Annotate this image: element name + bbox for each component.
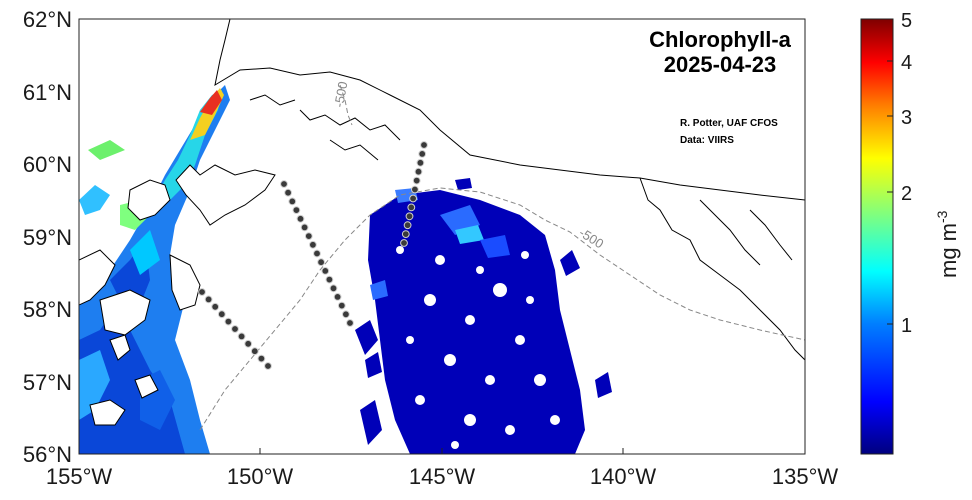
map-title: Chlorophyll-a bbox=[649, 27, 792, 52]
longitude-axis: 155°W 150°W 145°W 140°W 135°W bbox=[46, 448, 839, 489]
station-marker bbox=[257, 354, 266, 363]
station-marker bbox=[333, 293, 342, 301]
station-marker bbox=[280, 180, 288, 188]
colorbar-tick-label: 4 bbox=[901, 52, 912, 74]
credit-author: R. Potter, UAF CFOS bbox=[680, 118, 778, 129]
colorbar-tick-label: 5 bbox=[901, 10, 912, 32]
isobath-500 bbox=[199, 84, 805, 431]
station-lines bbox=[198, 141, 428, 370]
station-marker bbox=[407, 203, 416, 212]
station-marker bbox=[414, 167, 423, 176]
station-marker bbox=[211, 302, 220, 311]
station-marker bbox=[304, 232, 313, 241]
lat-tick-label: 56°N bbox=[23, 442, 72, 467]
station-marker bbox=[284, 188, 293, 197]
lat-tick-label: 57°N bbox=[23, 370, 72, 395]
station-marker bbox=[412, 176, 421, 185]
station-marker bbox=[296, 214, 305, 223]
station-marker bbox=[204, 295, 213, 304]
coastline-detail bbox=[249, 94, 805, 361]
station-marker bbox=[313, 249, 321, 258]
station-marker bbox=[405, 212, 414, 221]
colorbar-axis-label: mg m-3 bbox=[934, 210, 961, 278]
lat-tick-label: 60°N bbox=[23, 152, 72, 177]
station-marker bbox=[325, 275, 334, 284]
station-marker bbox=[342, 310, 350, 319]
station-marker bbox=[403, 221, 412, 230]
station-marker bbox=[292, 206, 301, 215]
cloud-gaps bbox=[396, 246, 560, 449]
station-marker bbox=[224, 317, 233, 326]
station-marker bbox=[346, 319, 354, 327]
colorbar-unit-exponent: -3 bbox=[934, 210, 950, 223]
station-marker bbox=[244, 339, 253, 348]
colorbar-tick-label: 1 bbox=[901, 315, 912, 337]
station-marker bbox=[420, 141, 428, 149]
lon-tick-label: 140°W bbox=[590, 464, 657, 489]
svg-text:mg m-3: mg m-3 bbox=[934, 210, 961, 278]
station-marker bbox=[409, 194, 418, 203]
station-marker bbox=[337, 301, 346, 310]
station-marker bbox=[416, 158, 425, 167]
station-marker bbox=[317, 258, 326, 267]
isobath-label-north: -500 bbox=[331, 80, 350, 108]
station-marker bbox=[198, 288, 206, 296]
lon-tick-label: 145°W bbox=[409, 464, 476, 489]
chlorophyll-field-offshore bbox=[355, 178, 612, 454]
station-marker bbox=[309, 240, 317, 249]
lon-tick-label: 155°W bbox=[46, 464, 113, 489]
lat-tick-label: 58°N bbox=[23, 297, 72, 322]
station-marker bbox=[217, 310, 226, 319]
chlorophyll-offshore-highlights bbox=[370, 188, 510, 300]
station-marker bbox=[400, 239, 408, 247]
colorbar-tick-label: 2 bbox=[901, 183, 912, 205]
map-date: 2025-04-23 bbox=[664, 52, 777, 77]
station-marker bbox=[264, 362, 272, 370]
station-marker bbox=[411, 185, 419, 194]
lat-tick-label: 59°N bbox=[23, 225, 72, 250]
lat-tick-label: 62°N bbox=[23, 7, 72, 32]
land bbox=[79, 19, 805, 426]
lat-tick-label: 61°N bbox=[23, 80, 72, 105]
latitude-axis: 62°N 61°N 60°N 59°N 58°N 57°N 56°N bbox=[23, 7, 72, 467]
lon-tick-label: 150°W bbox=[227, 464, 294, 489]
station-marker bbox=[329, 284, 338, 293]
lon-tick-label: 135°W bbox=[772, 464, 839, 489]
station-marker bbox=[288, 197, 297, 206]
credit-source: Data: VIIRS bbox=[680, 135, 734, 146]
station-marker bbox=[300, 223, 309, 232]
colorbar-ticks: 5 4 3 2 1 bbox=[887, 10, 912, 337]
colorbar-unit: mg m bbox=[936, 223, 961, 278]
colorbar bbox=[860, 18, 894, 455]
station-marker bbox=[418, 150, 427, 158]
station-marker bbox=[237, 332, 246, 341]
station-marker bbox=[401, 230, 410, 239]
station-marker bbox=[231, 325, 239, 333]
station-marker bbox=[321, 267, 330, 275]
colorbar-tick-label: 3 bbox=[901, 107, 912, 129]
station-marker bbox=[250, 347, 259, 356]
